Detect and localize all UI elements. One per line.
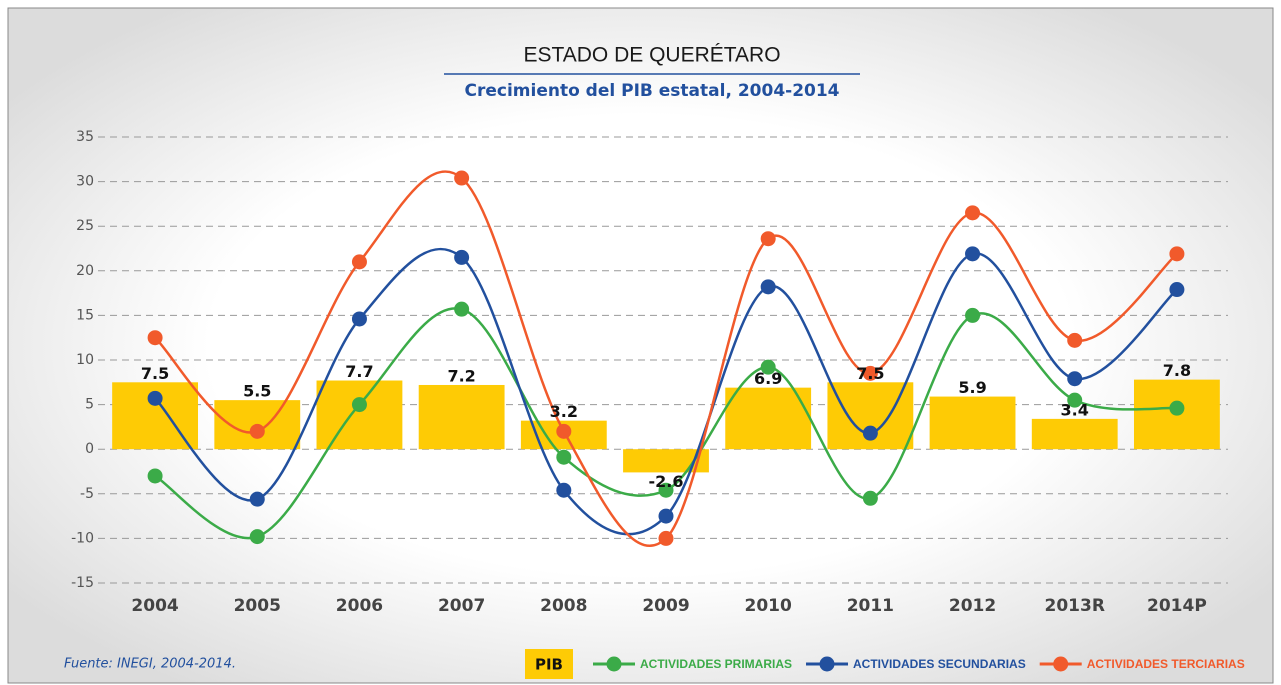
legend-label: ACTIVIDADES TERCIARIAS xyxy=(1087,657,1245,671)
x-tick-label: 2011 xyxy=(847,596,894,616)
bar xyxy=(929,396,1016,450)
point xyxy=(454,301,470,317)
point xyxy=(556,423,572,439)
panel xyxy=(7,7,1274,684)
bar xyxy=(623,449,709,473)
y-tick-label: -10 xyxy=(71,530,94,546)
legend-dot xyxy=(819,656,835,672)
value-label: 6.9 xyxy=(754,369,782,388)
value-label: 7.5 xyxy=(141,364,169,383)
point xyxy=(862,425,878,441)
point xyxy=(965,246,981,262)
y-tick-label: 0 xyxy=(85,441,94,457)
point xyxy=(862,365,878,381)
source: Fuente: INEGI, 2004-2014. xyxy=(64,657,236,672)
point xyxy=(965,205,981,221)
legend-label: ACTIVIDADES PRIMARIAS xyxy=(640,657,792,671)
value-label: 7.8 xyxy=(1163,361,1191,380)
value-label: 3.2 xyxy=(550,402,578,421)
value-label: 5.5 xyxy=(243,382,271,401)
legend-label: ACTIVIDADES SECUNDARIAS xyxy=(853,657,1026,671)
point xyxy=(454,249,470,265)
x-tick-label: 2008 xyxy=(540,596,587,616)
point xyxy=(862,490,878,506)
y-tick-label: 15 xyxy=(76,307,94,323)
y-tick-label: 10 xyxy=(76,352,94,368)
x-tick-label: 2014P xyxy=(1147,596,1207,616)
point xyxy=(1169,282,1185,298)
bar xyxy=(316,380,403,450)
line xyxy=(154,170,1178,547)
point xyxy=(658,482,674,498)
legend-label: PIB xyxy=(535,656,563,674)
point xyxy=(965,307,981,323)
x-tick-label: 2013R xyxy=(1045,596,1105,616)
value-label: 3.4 xyxy=(1061,400,1089,419)
value-label: -2.6 xyxy=(649,472,684,491)
point xyxy=(147,390,163,406)
point xyxy=(454,170,470,186)
point xyxy=(1169,400,1185,416)
line xyxy=(154,307,1178,540)
y-tick-label: -15 xyxy=(71,575,94,591)
x-tick-label: 2009 xyxy=(642,596,689,616)
y-tick-label: 5 xyxy=(85,397,94,413)
x-tick-label: 2007 xyxy=(438,596,485,616)
y-tick-label: 35 xyxy=(76,129,94,145)
point xyxy=(351,397,367,413)
point xyxy=(1067,371,1083,387)
x-tick-label: 2012 xyxy=(949,596,996,616)
point xyxy=(760,231,776,247)
legend-dot xyxy=(1053,656,1069,672)
point xyxy=(760,359,776,375)
point xyxy=(1169,246,1185,262)
point xyxy=(658,508,674,524)
point xyxy=(249,423,265,439)
point xyxy=(556,449,572,465)
legend-dot xyxy=(606,656,622,672)
bar xyxy=(418,384,505,450)
value-label: 5.9 xyxy=(958,378,986,397)
x-tick-label: 2006 xyxy=(336,596,383,616)
point xyxy=(556,482,572,498)
point xyxy=(147,468,163,484)
bar xyxy=(1031,418,1118,450)
point xyxy=(351,311,367,327)
chart-title: ESTADO DE QUERÉTARO xyxy=(523,44,780,67)
x-tick-label: 2004 xyxy=(131,596,178,616)
x-tick-label: 2005 xyxy=(234,596,281,616)
point xyxy=(147,330,163,346)
value-label: 7.5 xyxy=(856,364,884,383)
point xyxy=(351,254,367,270)
y-tick-label: 25 xyxy=(76,218,94,234)
chart-subtitle: Crecimiento del PIB estatal, 2004-2014 xyxy=(464,81,839,101)
x-tick-label: 2010 xyxy=(745,596,792,616)
value-label: 7.7 xyxy=(345,362,373,381)
legend-swatch xyxy=(525,649,573,679)
y-tick-label: -5 xyxy=(80,486,94,502)
line xyxy=(154,247,1178,536)
point xyxy=(1067,392,1083,408)
value-label: 7.2 xyxy=(447,366,475,385)
point xyxy=(760,279,776,295)
bar xyxy=(725,387,812,450)
point xyxy=(658,530,674,546)
point xyxy=(1067,332,1083,348)
y-tick-label: 30 xyxy=(76,174,94,190)
point xyxy=(249,529,265,545)
point xyxy=(249,491,265,507)
y-tick-label: 20 xyxy=(76,263,94,279)
